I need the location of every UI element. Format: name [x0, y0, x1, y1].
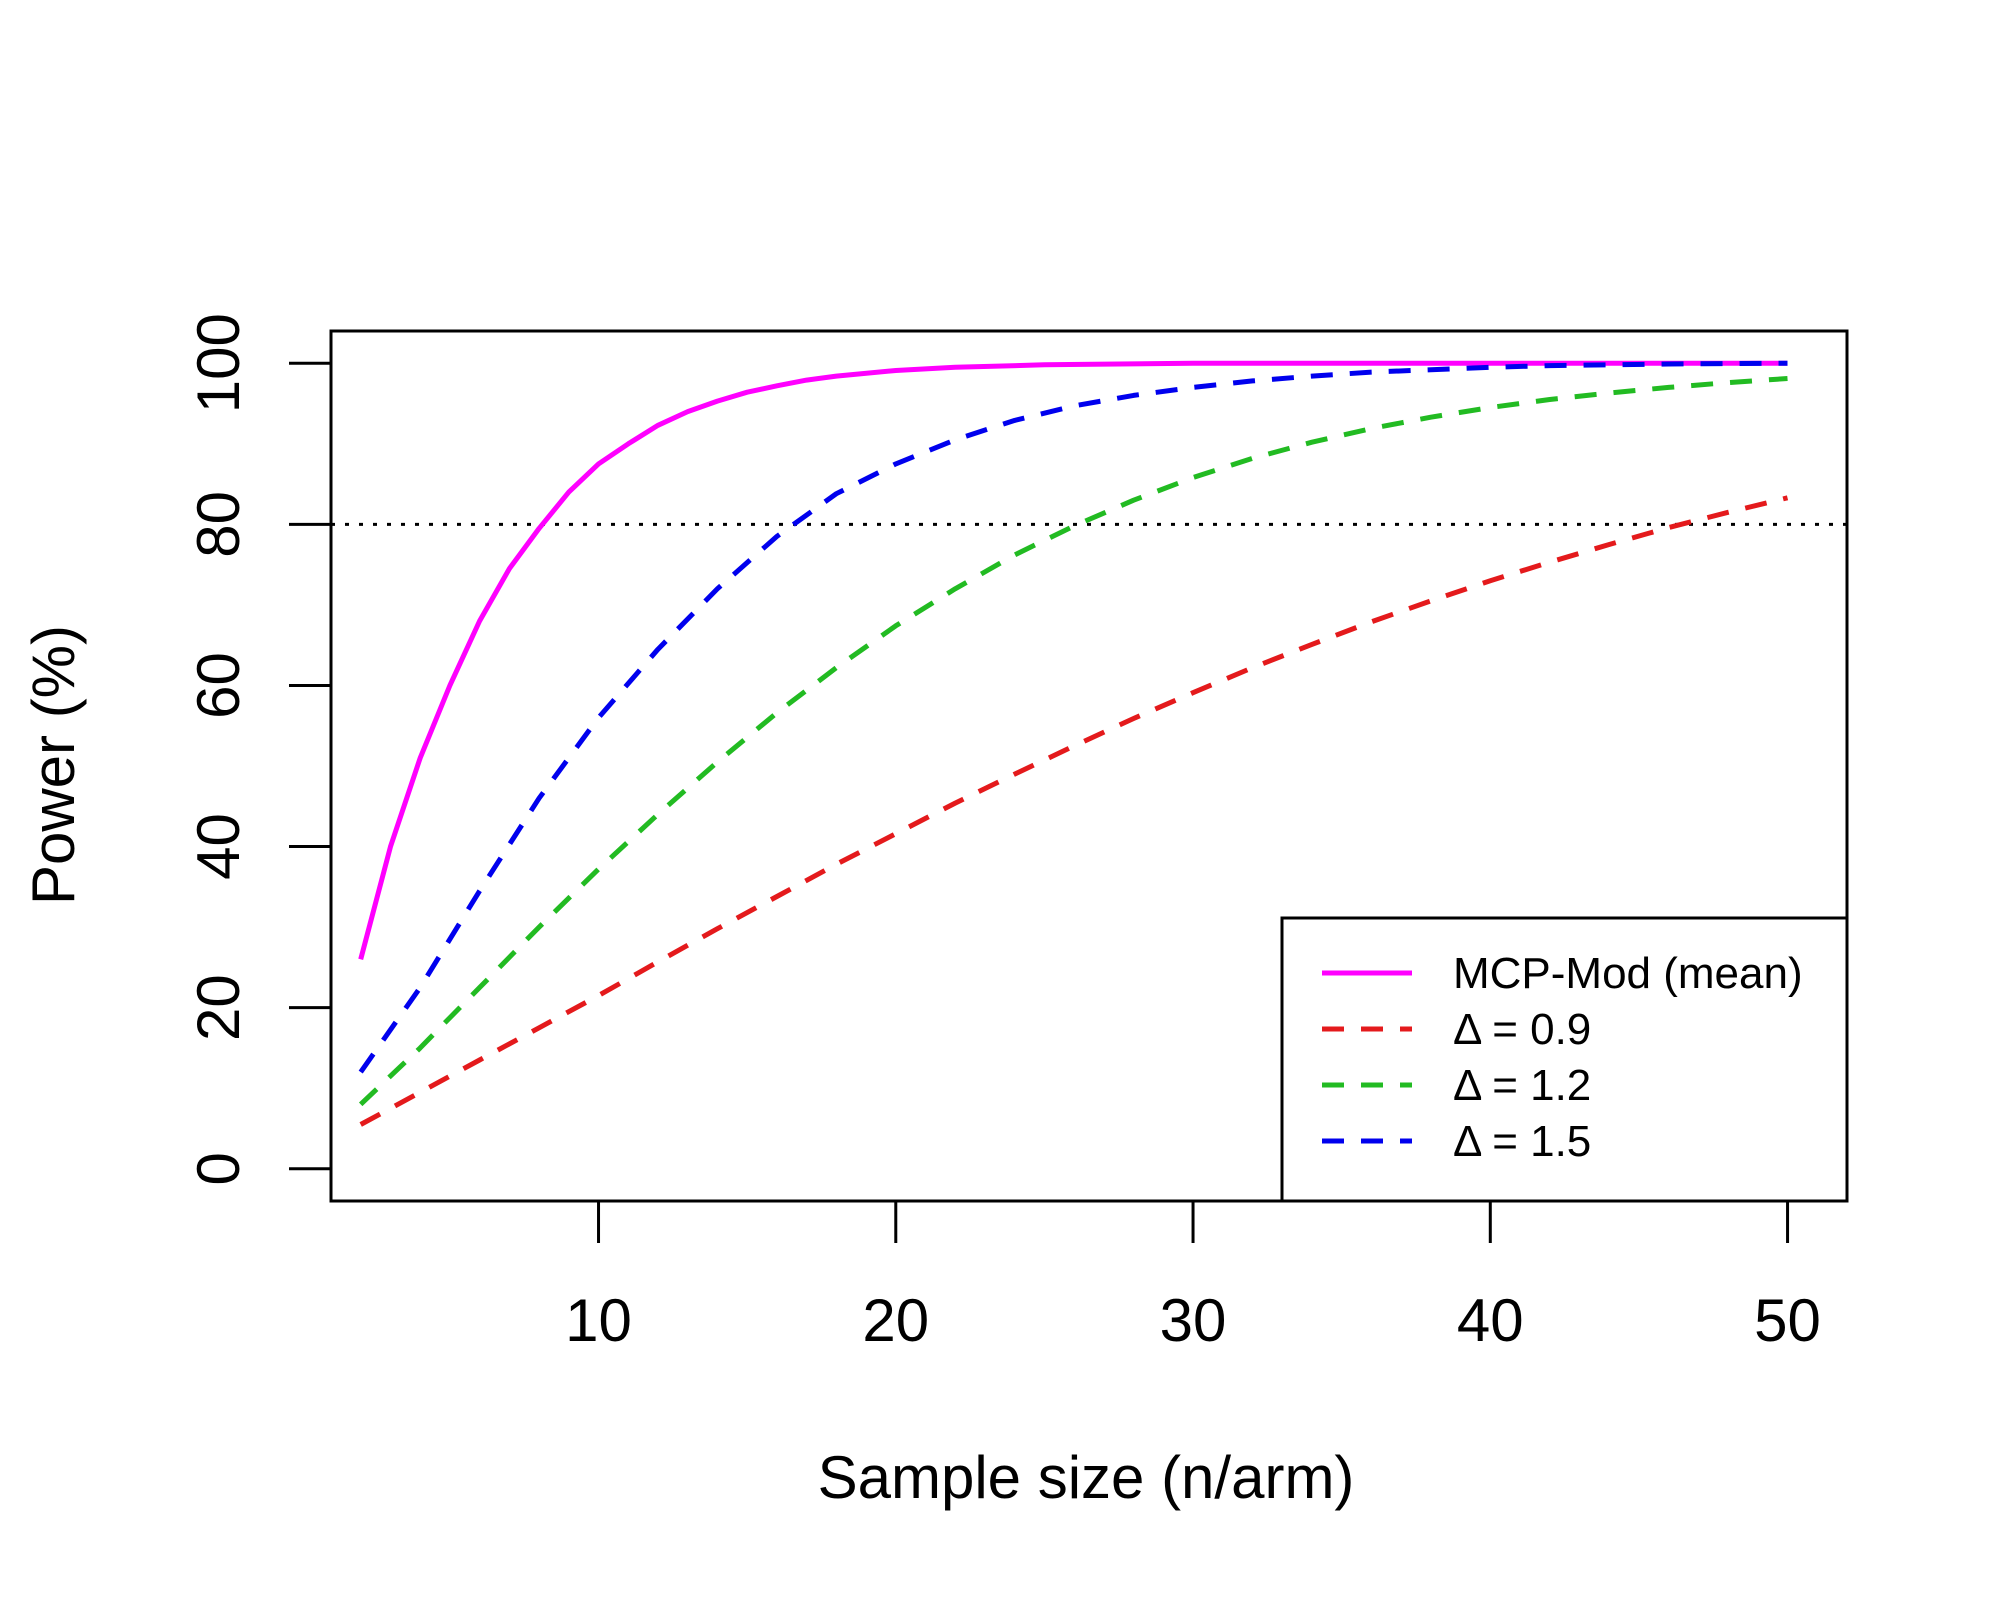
y-tick-label-100: 100 [185, 313, 252, 413]
y-tick-label-0: 0 [185, 1152, 252, 1185]
y-tick-label-40: 40 [185, 813, 252, 880]
plot-layer [331, 360, 1847, 1127]
legend: MCP-Mod (mean) Δ = 0.9 Δ = 1.2 Δ = 1.5 [1280, 916, 1849, 1203]
x-tick-label-10: 10 [565, 1287, 632, 1354]
series-line-1 [358, 360, 1788, 960]
series-line-3 [358, 376, 1788, 1107]
legend-label-3: Δ = 1.2 [1453, 1061, 1591, 1110]
x-axis-label: Sample size (n/arm) [818, 1444, 1355, 1511]
legend-label-1: MCP-Mod (mean) [1453, 949, 1803, 998]
x-tick-label-20: 20 [862, 1287, 929, 1354]
x-tick-label-40: 40 [1457, 1287, 1524, 1354]
x-tick-label-30: 30 [1160, 1287, 1227, 1354]
x-tick-label-50: 50 [1754, 1287, 1821, 1354]
y-tick-label-20: 20 [185, 974, 252, 1041]
legend-label-2: Δ = 0.9 [1453, 1005, 1591, 1054]
legend-box [1280, 916, 1849, 1203]
series-line-4 [358, 360, 1788, 1074]
y-tick-label-80: 80 [185, 491, 252, 558]
axes-layer: 10 20 30 40 50 0 20 40 60 80 100 [185, 313, 1849, 1354]
legend-label-4: Δ = 1.5 [1453, 1117, 1591, 1166]
y-axis-label: Power (%) [20, 625, 87, 905]
y-tick-label-60: 60 [185, 652, 252, 719]
